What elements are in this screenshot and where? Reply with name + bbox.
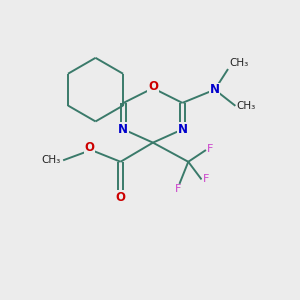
- Text: N: N: [178, 123, 188, 136]
- Text: F: F: [175, 184, 181, 194]
- Text: O: O: [116, 190, 126, 204]
- Text: N: N: [210, 83, 220, 96]
- Text: F: F: [203, 174, 209, 184]
- Text: N: N: [118, 123, 128, 136]
- Text: CH₃: CH₃: [41, 155, 60, 165]
- Text: CH₃: CH₃: [230, 58, 249, 68]
- Text: CH₃: CH₃: [237, 101, 256, 111]
- Text: F: F: [207, 143, 214, 154]
- Text: O: O: [148, 80, 158, 93]
- Text: O: O: [85, 141, 94, 154]
